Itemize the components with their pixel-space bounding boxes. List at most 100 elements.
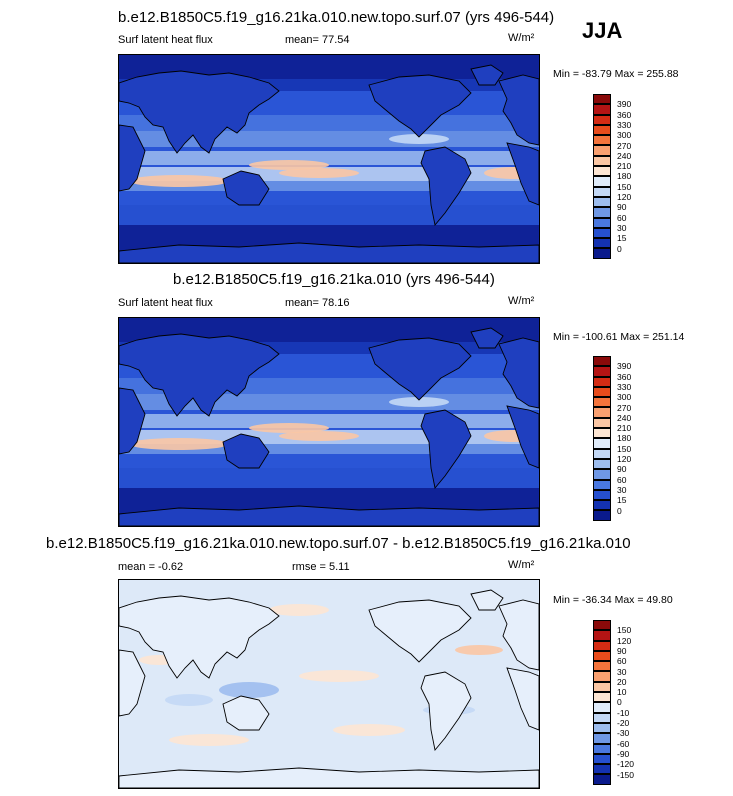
panel-2-minmax: Min = -100.61 Max = 251.14 <box>553 331 685 343</box>
colorbar-tick-label: 90 <box>617 202 627 213</box>
colorbar-swatch <box>593 774 611 785</box>
panel-2-variable-label: Surf latent heat flux <box>118 297 213 309</box>
colorbar-tick-label: 30 <box>617 222 627 233</box>
colorbar-tick-label: 90 <box>617 464 627 475</box>
coastline <box>498 599 539 671</box>
flux-maximum-patch <box>279 431 359 441</box>
anomaly-patch <box>269 604 329 616</box>
colorbar-swatch <box>593 661 611 672</box>
colorbar-swatch <box>593 650 611 662</box>
colorbar-swatch <box>593 114 611 125</box>
colorbar-swatch <box>593 376 611 387</box>
panel-3-rmse-label: rmse = 5.11 <box>292 561 350 573</box>
colorbar-swatch <box>593 753 611 765</box>
anomaly-patch <box>219 682 279 698</box>
colorbar-tick-label: -60 <box>617 738 630 749</box>
colorbar-tick-label: 10 <box>617 687 627 698</box>
colorbar-swatch <box>593 124 611 136</box>
colorbar-swatch <box>593 186 611 197</box>
flux-maximum-patch <box>129 175 229 187</box>
colorbar-swatch <box>593 94 611 105</box>
colorbar-swatch <box>593 248 611 259</box>
coastline <box>420 671 472 752</box>
colorbar-tick-label: 210 <box>617 161 632 172</box>
colorbar-tick-label: 15 <box>617 495 627 506</box>
colorbar-swatch <box>593 722 611 734</box>
coastline <box>119 124 146 192</box>
coastline <box>222 433 270 469</box>
colorbar-tick-label: 15 <box>617 233 627 244</box>
colorbar-tick-label: 150 <box>617 181 632 192</box>
colorbar-swatch <box>593 620 611 631</box>
colorbar-tick-label: 0 <box>617 505 622 516</box>
colorbar-tick-label: 120 <box>617 635 632 646</box>
coastline <box>119 387 146 455</box>
colorbar-tick-label: 240 <box>617 150 632 161</box>
colorbar-tick-label: 150 <box>617 443 632 454</box>
flux-band <box>119 151 539 165</box>
colorbar-tick-label: 60 <box>617 656 627 667</box>
coastline <box>119 767 539 788</box>
panel-2-mean-label: mean= 78.16 <box>285 297 350 309</box>
colorbar-swatch <box>593 356 611 367</box>
anomaly-patch <box>455 645 503 655</box>
colorbar-swatch <box>593 630 611 641</box>
colorbar-swatch <box>593 458 611 470</box>
colorbar-tick-label: -90 <box>617 748 630 759</box>
colorbar-swatch <box>593 428 611 439</box>
colorbar-tick-label: 0 <box>617 243 622 254</box>
colorbar-tick-label: -10 <box>617 707 630 718</box>
colorbar-swatch <box>593 681 611 693</box>
colorbar-tick-label: 330 <box>617 119 632 130</box>
anomaly-patch <box>169 734 249 746</box>
coastline <box>506 405 539 469</box>
coastline <box>470 327 504 349</box>
colorbar-swatch <box>593 155 611 167</box>
flux-band <box>119 444 539 454</box>
panel-3-map <box>118 579 540 789</box>
panel-1-colorbar: 390 360 330 300 270 240 210 180 150 120 90 60 30 15 0 <box>593 94 631 259</box>
coastline <box>498 74 539 146</box>
flux-maximum-patch <box>129 438 229 450</box>
panel-2-colorbar: 390 360 330 300 270 240 210 180 150 120 90 60 30 15 0 <box>593 356 631 521</box>
colorbar-swatch <box>593 702 611 713</box>
panel-1-units: W/m² <box>508 32 535 44</box>
colorbar-tick-label: -150 <box>617 769 635 780</box>
colorbar-tick-label: -120 <box>617 759 635 770</box>
colorbar-tick-label: 180 <box>617 433 632 444</box>
colorbar-swatch <box>593 227 611 239</box>
colorbar-tick-label: 390 <box>617 99 632 110</box>
colorbar-swatch <box>593 386 611 398</box>
panel-3-colorbar: 150 120 90 60 30 20 10 0 -10 -20 -30 -60 -90 -120 -150 <box>593 620 634 785</box>
coastline <box>368 74 472 138</box>
coastline <box>368 337 472 401</box>
colorbar-tick-label: 180 <box>617 171 632 182</box>
colorbar-swatch <box>593 671 611 682</box>
colorbar-tick-label: 120 <box>617 454 632 464</box>
panel-1-title: b.e12.B1850C5.f19_g16.21ka.010.new.topo.… <box>118 9 555 26</box>
colorbar-swatch <box>593 448 611 459</box>
colorbar-tick-label: 240 <box>617 412 632 423</box>
colorbar-swatch <box>593 417 611 429</box>
colorbar-swatch <box>593 407 611 418</box>
flux-band <box>119 181 539 191</box>
colorbar-swatch <box>593 764 611 775</box>
flux-band <box>119 468 539 488</box>
coastline <box>222 695 270 731</box>
colorbar-swatch <box>593 469 611 480</box>
colorbar-swatch <box>593 145 611 156</box>
colorbar-tick-label: 90 <box>617 645 627 656</box>
coastline <box>119 595 280 679</box>
panel-3-minmax: Min = -36.34 Max = 49.80 <box>553 594 673 606</box>
colorbar-tick-label: 20 <box>617 676 627 687</box>
colorbar-tick-label: 390 <box>617 361 632 372</box>
colorbar-tick-label: 120 <box>617 192 632 202</box>
colorbar-tick-label: -20 <box>617 718 630 728</box>
panel-1-minmax: Min = -83.79 Max = 255.88 <box>553 68 679 80</box>
anomaly-patch <box>299 670 379 682</box>
season-label: JJA <box>582 18 623 43</box>
colorbar-tick-label: 210 <box>617 423 632 434</box>
coastline <box>470 589 504 611</box>
panel-3-title: b.e12.B1850C5.f19_g16.21ka.010.new.topo.… <box>46 535 631 552</box>
coastline <box>420 409 472 490</box>
